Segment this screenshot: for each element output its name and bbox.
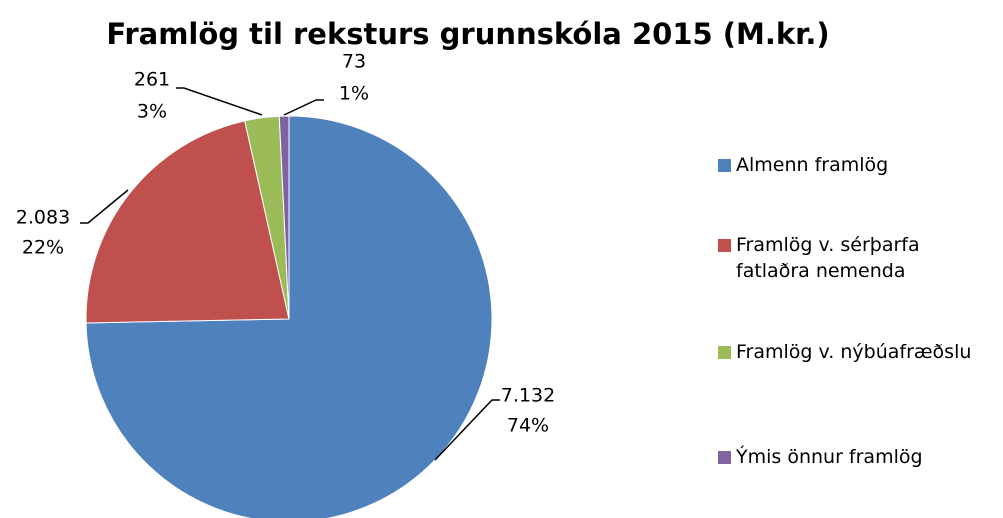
legend-swatch [718, 159, 731, 172]
legend-item: Framlög v. sérþarfa fatlaðra nemenda [718, 232, 1003, 284]
legend-label: Ýmis önnur framlög [736, 446, 923, 468]
percent-label: 3% [137, 101, 167, 123]
legend-swatch [718, 346, 731, 359]
legend-item: Framlög v. nýbúafræðslu [718, 339, 1003, 365]
pie-slice [85, 120, 290, 324]
percent-label: 74% [507, 415, 549, 437]
leader-line [176, 87, 263, 116]
leader-line [80, 189, 129, 224]
leader-line [283, 99, 324, 116]
data-label: 7.132 [501, 385, 555, 407]
legend-item: Almenn framlög [718, 152, 1003, 178]
data-label: 261 [134, 69, 170, 91]
percent-label: 22% [22, 237, 64, 259]
legend-item: Ýmis önnur framlög [718, 444, 1003, 470]
legend-label: Framlög v. nýbúafræðslu [736, 341, 972, 363]
pie-slice [278, 115, 290, 320]
chart-title: Framlög til reksturs grunnskóla 2015 (M.… [106, 17, 829, 51]
legend-swatch [718, 239, 731, 252]
leader-line [434, 399, 500, 461]
legend-label: Almenn framlög [736, 154, 889, 176]
data-label: 2.083 [16, 207, 70, 229]
data-label: 73 [342, 51, 366, 73]
percent-label: 1% [339, 83, 369, 105]
legend-label: Framlög v. sérþarfa fatlaðra nemenda [736, 234, 920, 282]
legend-swatch [718, 451, 731, 464]
